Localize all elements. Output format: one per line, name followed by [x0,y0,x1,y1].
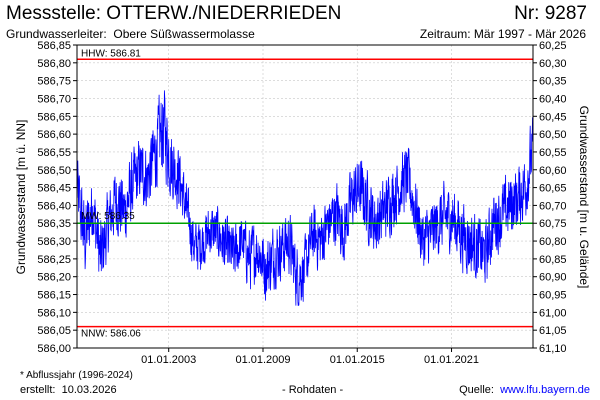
y2-tick-label: 60,25 [539,40,567,52]
y-tick-label: 586,65 [37,111,71,123]
y-tick-label: 586,60 [37,129,71,141]
data-series-line [76,90,534,307]
y2-tick-label: 60,55 [539,147,567,159]
y2-tick-label: 60,60 [539,165,567,177]
grid [77,44,533,349]
ref-line-label: NNW: 586.06 [81,329,141,340]
raw-data-label: - Rohdaten - [282,384,344,396]
y2-tick-label: 61,05 [539,325,567,337]
y-tick-label: 586,00 [37,343,71,355]
y-tick-label: 586,35 [37,218,71,230]
x-tick-label: 01.01.2021 [424,354,479,366]
y2-tick-label: 60,85 [539,254,567,266]
y2-tick-label: 60,65 [539,183,567,195]
y2-tick-label: 60,95 [539,290,567,302]
y2-tick-label: 60,40 [539,93,567,105]
y2-tick-label: 60,50 [539,129,567,141]
footnote: * Abflussjahr (1996-2024) [20,370,133,381]
y2-tick-label: 60,45 [539,111,567,123]
y-tick-label: 586,40 [37,200,71,212]
source-link[interactable]: www.lfu.bayern.de [500,384,590,396]
aquifer-label: Grundwasserleiter: [6,27,107,41]
y-axis-left: 586,00 586,05 586,10 586,15 586,20 586,25 586,… [37,40,77,355]
series-group [76,90,534,307]
y2-tick-label: 60,70 [539,200,567,212]
y-tick-label: 586,80 [37,58,71,70]
ref-line-label: MW: 586.35 [81,211,135,222]
y-tick-label: 586,85 [37,40,71,52]
y-tick-label: 586,20 [37,272,71,284]
source-label: Quelle: [459,384,494,396]
created-label: erstellt: [20,384,56,396]
y2-tick-label: 61,00 [539,307,567,319]
y-tick-label: 586,55 [37,147,71,159]
period: Zeitraum: Mär 1997 - Mär 2026 [419,27,586,41]
aquifer-info: Grundwasserleiter: Obere Süßwassermolass… [6,27,255,41]
y-tick-label: 586,15 [37,290,71,302]
y-tick-label: 586,45 [37,183,71,195]
reference-lines: HHW: 586.81 MW: 586.35 NNW: 586.06 [77,48,533,340]
y2-tick-label: 61,10 [539,343,567,355]
created-date: 10.03.2026 [61,384,117,396]
x-tick-label: 01.01.2015 [330,354,385,366]
created-info: erstellt: 10.03.2026 [20,384,117,396]
x-tick-label: 01.01.2003 [141,354,196,366]
y-tick-label: 586,05 [37,325,71,337]
y-axis-title: Grundwasserstand [m ü. NN] [14,120,28,275]
y2-tick-label: 60,80 [539,236,567,248]
x-tick-label: 01.01.2009 [235,354,290,366]
y2-axis-title: Grundwasserstand [m u. Gelände] [577,106,591,289]
x-axis: 01.01.2003 01.01.2009 01.01.2015 01.01.2021 [141,348,479,366]
y-tick-label: 586,10 [37,307,71,319]
chart-title: Messstelle: OTTERW./NIEDERRIEDEN [6,3,342,24]
y-tick-label: 586,70 [37,93,71,105]
plot-frame [76,44,534,349]
y-tick-label: 586,25 [37,254,71,266]
y-axis-right: 61,10 61,05 61,00 60,95 60,90 60,85 60,80 60,75… [533,40,567,355]
y2-tick-label: 60,75 [539,218,567,230]
station-number: Nr: 9287 [514,3,587,24]
y-tick-label: 586,50 [37,165,71,177]
y2-tick-label: 60,35 [539,76,567,88]
aquifer-value: Obere Süßwassermolasse [113,27,255,41]
ref-line-label: HHW: 586.81 [81,48,141,59]
y2-tick-label: 60,90 [539,272,567,284]
y-tick-label: 586,30 [37,236,71,248]
source-info: Quelle: www.lfu.bayern.de [459,384,590,396]
y-tick-label: 586,75 [37,76,71,88]
y2-tick-label: 60,30 [539,58,567,70]
